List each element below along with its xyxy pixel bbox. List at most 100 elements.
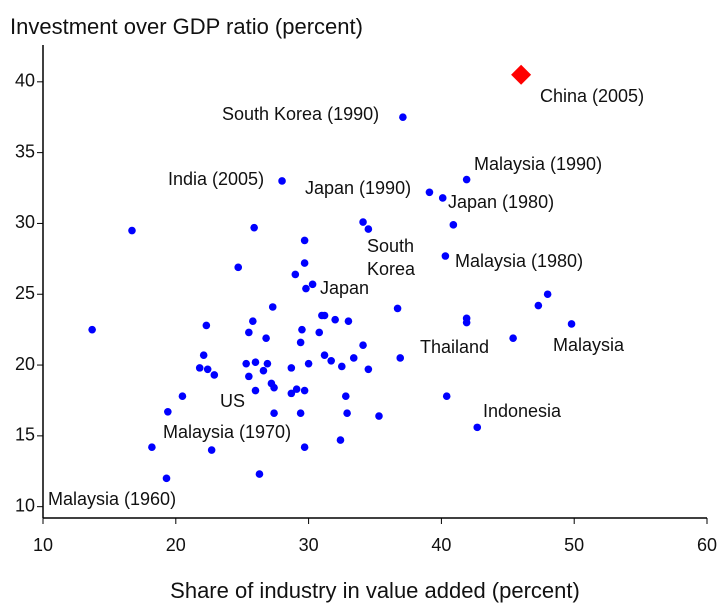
point: [259, 366, 268, 375]
point: [298, 325, 306, 334]
annotation: Indonesia: [483, 401, 562, 421]
annotation: South Korea: [367, 236, 416, 279]
y-tick-label: 15: [15, 425, 35, 445]
point: [300, 236, 309, 245]
point: [320, 311, 329, 320]
point: [291, 270, 300, 279]
point: [343, 409, 351, 418]
annotation: China (2005): [540, 86, 644, 106]
point: [195, 364, 204, 372]
y-tick-label: 10: [15, 495, 35, 515]
point: [308, 280, 317, 289]
point: [567, 320, 576, 328]
point: [203, 365, 212, 374]
point: [270, 409, 278, 418]
x-tick-label: 20: [166, 535, 186, 555]
point: [245, 328, 253, 337]
point: [449, 221, 458, 229]
annotation: US: [220, 391, 245, 411]
annotation: Thailand: [420, 337, 489, 357]
point: [462, 318, 471, 327]
point: [462, 175, 471, 184]
point: [88, 325, 96, 334]
point: [341, 392, 350, 401]
point: [242, 359, 250, 368]
point: [300, 259, 309, 267]
point: [425, 188, 434, 197]
point: [331, 315, 339, 324]
x-tick-label: 60: [697, 535, 717, 555]
point: [300, 386, 309, 395]
point: [251, 358, 260, 367]
annotation: Malaysia: [553, 335, 625, 355]
x-tick-label: 10: [33, 535, 53, 555]
point: [296, 338, 305, 347]
annotation-line: South: [367, 236, 414, 256]
point: [148, 443, 156, 451]
point: [287, 364, 296, 372]
point: [245, 372, 253, 381]
point: [336, 436, 345, 444]
point: [207, 446, 216, 454]
point: [534, 301, 543, 310]
point: [178, 392, 187, 401]
point: [255, 470, 264, 478]
point: [202, 321, 211, 330]
point: [396, 354, 405, 362]
point: [344, 317, 353, 325]
point: [162, 474, 171, 483]
point: [296, 409, 305, 418]
annotation: Malaysia (1970): [163, 422, 291, 442]
point: [234, 263, 243, 272]
point: [249, 317, 257, 325]
point: [278, 177, 286, 185]
point: [315, 328, 324, 337]
annotation: Malaysia (1980): [455, 251, 583, 271]
point: [441, 252, 450, 260]
point: [320, 351, 329, 359]
x-tick-label: 40: [431, 535, 451, 555]
point: [268, 303, 277, 311]
point: [509, 334, 517, 342]
annotation: India (2005): [168, 169, 264, 189]
point: [359, 218, 367, 226]
point: [438, 194, 447, 202]
point: [262, 334, 270, 342]
point: [338, 362, 346, 371]
annotation: Japan: [320, 278, 369, 298]
point: [349, 354, 358, 362]
annotation: Japan (1990): [305, 178, 411, 198]
point: [511, 64, 532, 85]
annotation: South Korea (1990): [222, 104, 379, 124]
point: [364, 365, 373, 374]
point: [442, 392, 451, 401]
point: [199, 351, 208, 359]
y-tick-label: 30: [15, 212, 35, 232]
x-tick-label: 30: [299, 535, 319, 555]
point: [210, 371, 219, 379]
point: [287, 389, 296, 398]
x-axis-label: Share of industry in value added (percen…: [170, 578, 580, 603]
point: [375, 412, 383, 420]
point: [399, 113, 407, 122]
point: [300, 443, 309, 451]
point: [292, 385, 301, 393]
point: [302, 284, 310, 293]
y-tick-label: 40: [15, 71, 35, 91]
point: [270, 383, 278, 392]
annotation-line: Korea: [367, 259, 416, 279]
point: [473, 423, 482, 432]
point: [304, 359, 313, 368]
x-tick-label: 50: [564, 535, 584, 555]
point: [393, 304, 402, 313]
y-tick-label: 35: [15, 141, 35, 161]
point: [364, 225, 373, 233]
point: [128, 226, 136, 235]
annotation: Malaysia (1960): [48, 489, 176, 509]
y-tick-label: 20: [15, 354, 35, 374]
point: [263, 359, 272, 368]
point: [250, 223, 258, 232]
point: [543, 290, 552, 299]
chart-title: Investment over GDP ratio (percent): [10, 14, 363, 39]
